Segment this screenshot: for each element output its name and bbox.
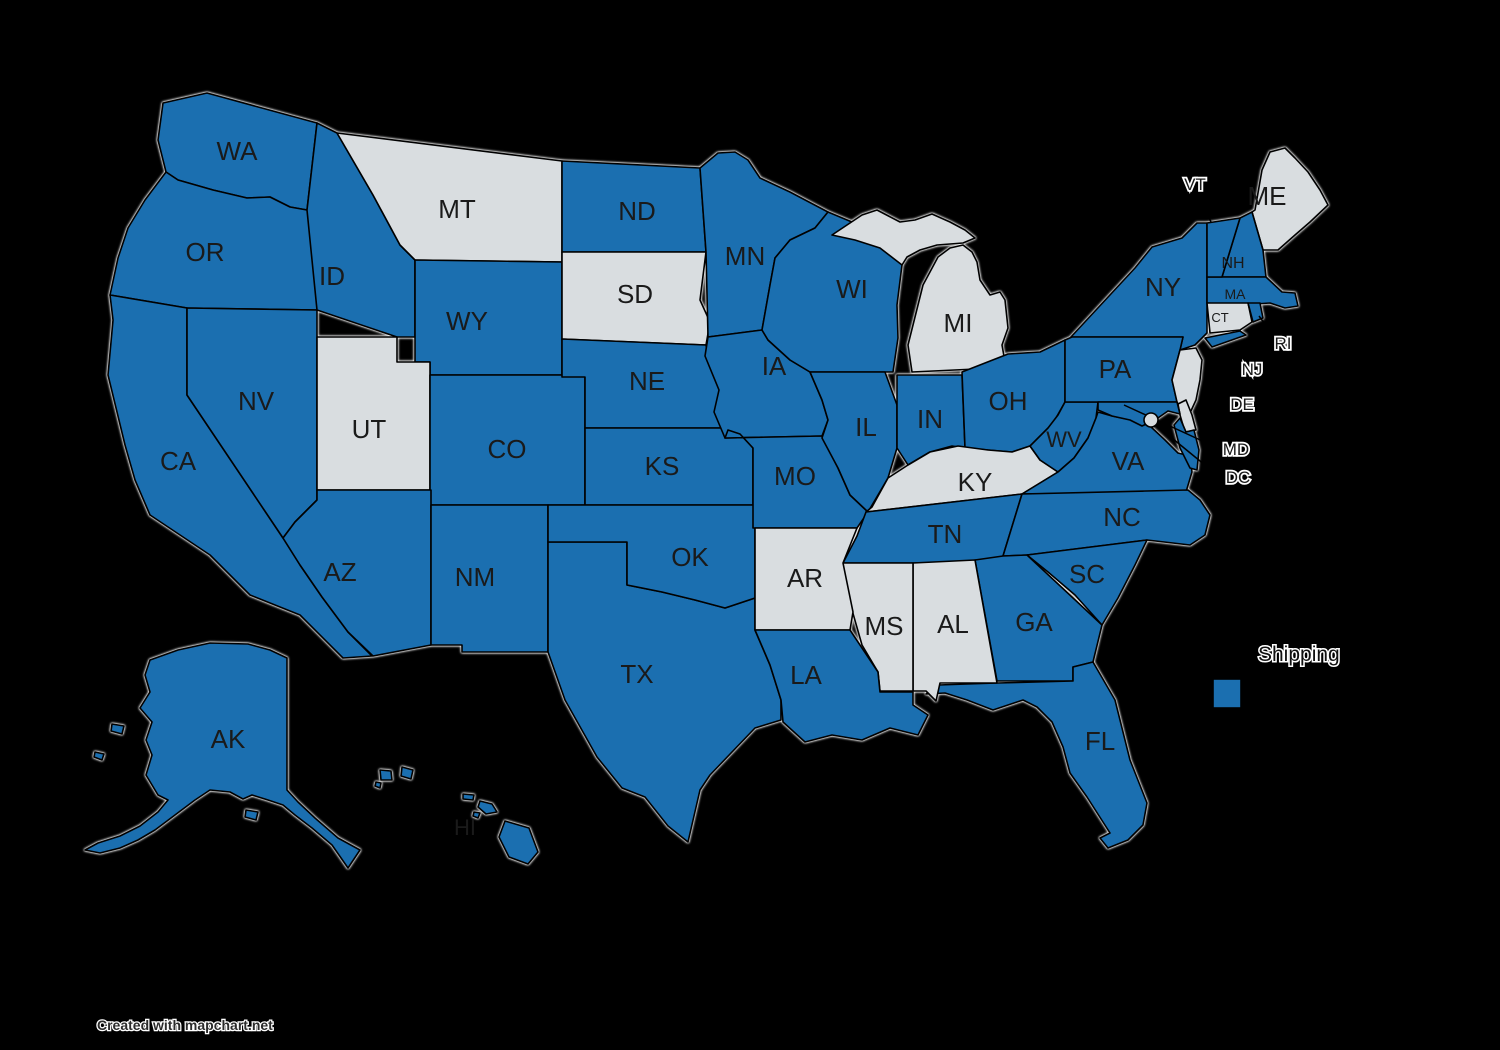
state-label-ca: CA (160, 446, 197, 476)
state-la[interactable] (754, 629, 929, 743)
state-il[interactable] (809, 371, 898, 513)
state-label-wi: WI (836, 274, 868, 304)
state-label-oh: OH (989, 386, 1028, 416)
state-wi[interactable] (761, 211, 903, 373)
state-label-ny: NY (1145, 272, 1181, 302)
state-label-de: DE (1230, 395, 1254, 414)
state-label-md: MD (1223, 440, 1249, 459)
state-label-mo: MO (774, 461, 816, 491)
state-ak[interactable] (84, 642, 361, 869)
leader-vt (1198, 195, 1212, 223)
leader-dc (1155, 424, 1223, 480)
state-me[interactable] (1251, 147, 1329, 251)
legend-color-swatch[interactable] (1212, 678, 1242, 709)
state-label-in: IN (917, 404, 943, 434)
state-label-hi: HI (454, 815, 476, 840)
state-label-nd: ND (618, 196, 656, 226)
state-label-ma: MA (1225, 286, 1247, 302)
state-label-or: OR (186, 237, 225, 267)
state-label-tx: TX (620, 659, 653, 689)
state-label-ne: NE (629, 366, 665, 396)
state-hi[interactable] (374, 766, 539, 865)
states-layer (84, 92, 1329, 869)
state-label-nc: NC (1103, 502, 1141, 532)
state-label-il: IL (855, 412, 877, 442)
state-label-fl: FL (1085, 726, 1115, 756)
state-label-ia: IA (762, 351, 787, 381)
state-label-la: LA (790, 660, 822, 690)
state-de[interactable] (1177, 399, 1197, 433)
state-az[interactable] (282, 489, 432, 657)
state-fl[interactable] (925, 661, 1148, 849)
state-label-wv: WV (1046, 427, 1082, 452)
state-sc[interactable] (1026, 539, 1148, 626)
state-vt[interactable] (1206, 217, 1241, 278)
leader-de (1195, 405, 1231, 414)
state-label-pa: PA (1099, 354, 1132, 384)
state-label-ar: AR (787, 563, 823, 593)
state-label-id: ID (319, 261, 345, 291)
map-legend: Shipping (1212, 642, 1341, 709)
state-mi[interactable] (831, 209, 1009, 373)
state-label-me: ME (1248, 181, 1287, 211)
state-label-dc: DC (1226, 468, 1251, 487)
attribution-text: Created with mapchart.net (97, 1017, 273, 1033)
state-label-mi: MI (944, 308, 973, 338)
leader-ri (1258, 315, 1278, 341)
state-label-ks: KS (645, 451, 680, 481)
legend-label: Shipping (1258, 643, 1340, 666)
state-label-nv: NV (238, 386, 275, 416)
state-label-al: AL (937, 609, 969, 639)
state-label-vt: VT (1184, 175, 1206, 194)
state-label-nm: NM (455, 562, 495, 592)
state-label-wy: WY (446, 306, 488, 336)
state-al[interactable] (912, 559, 998, 702)
state-label-ky: KY (958, 467, 993, 497)
state-label-va: VA (1112, 446, 1145, 476)
state-ct[interactable] (1206, 302, 1253, 334)
state-label-co: CO (488, 434, 527, 464)
state-label-ga: GA (1015, 607, 1053, 637)
state-label-ok: OK (671, 542, 709, 572)
state-label-ut: UT (352, 414, 387, 444)
state-label-mn: MN (725, 241, 765, 271)
state-marker-dc[interactable] (1143, 412, 1159, 428)
state-label-sd: SD (617, 279, 653, 309)
state-label-mt: MT (438, 194, 476, 224)
map-overlays: WA OR CA NV ID MT WY UT CO AZ NM TX ND SD NE KS OK MN IA MO… (160, 136, 1293, 840)
state-label-tn: TN (928, 519, 963, 549)
state-label-ms: MS (865, 611, 904, 641)
leader-md (1123, 404, 1223, 451)
state-label-ct: CT (1211, 310, 1228, 325)
state-label-ri: RI (1275, 334, 1292, 353)
state-wy[interactable] (414, 259, 563, 376)
state-nj[interactable] (1171, 347, 1203, 414)
state-label-nh: NH (1221, 255, 1244, 272)
state-label-sc: SC (1069, 559, 1105, 589)
state-label-wa: WA (217, 136, 259, 166)
state-label-az: AZ (323, 557, 356, 587)
state-label-ak: AK (211, 724, 246, 754)
state-label-nj: NJ (1242, 360, 1263, 379)
